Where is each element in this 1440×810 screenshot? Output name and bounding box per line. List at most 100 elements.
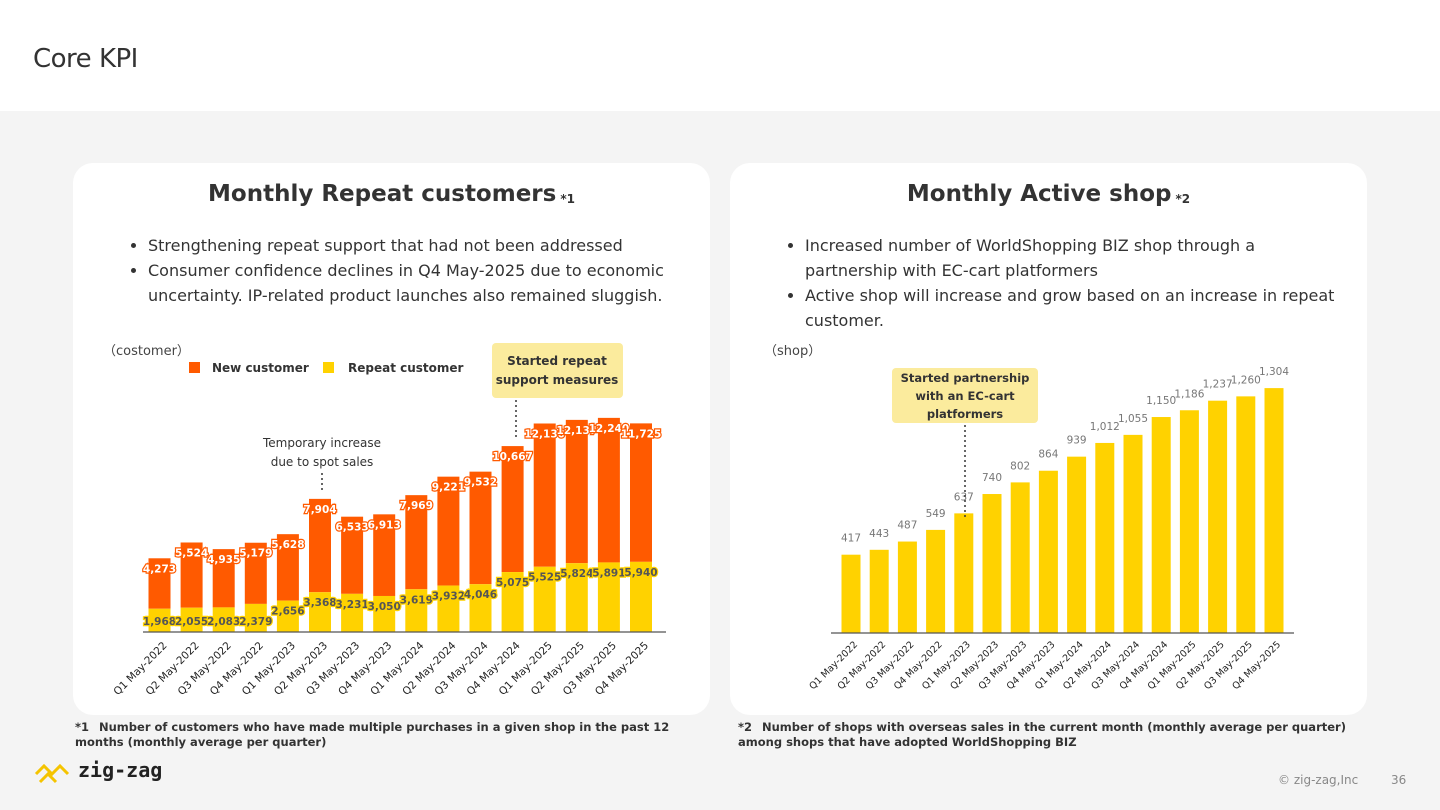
active-shop-card: Monthly Active shop*2 Increased number o… [730, 163, 1367, 715]
bar-10 [1123, 434, 1143, 633]
label-repeat-6: 3,231 [335, 599, 368, 611]
bar-6 [1010, 482, 1030, 633]
bar-7 [1038, 470, 1058, 633]
value-label-10: 1,055 [1118, 413, 1148, 425]
unit-label: （costomer） [103, 344, 190, 359]
callout-text: Started repeat support measures [496, 354, 619, 387]
label-new-13: 12,137 [557, 425, 598, 437]
logo-mark [38, 771, 58, 784]
value-label-4: 637 [954, 491, 974, 503]
card-title-text: Monthly Active shop [906, 181, 1172, 207]
bar-new-13 [565, 419, 588, 564]
bar-repeat-3 [244, 603, 267, 632]
bar-repeat-8 [405, 589, 428, 632]
label-repeat-5: 3,368 [303, 597, 336, 609]
value-label-8: 939 [1067, 435, 1087, 447]
bar-repeat-13 [565, 563, 588, 632]
footnote-1: *1 Number of customers who have made mult… [75, 720, 695, 750]
label-new-5: 7,904 [303, 504, 336, 516]
bar-repeat-11 [501, 572, 524, 632]
bar-new-8 [405, 495, 428, 590]
value-label-12: 1,186 [1174, 388, 1204, 400]
label-new-10: 9,532 [464, 477, 497, 489]
value-label-1: 443 [869, 528, 889, 540]
bar-repeat-0 [148, 608, 171, 632]
tick-label-0: Q1 May-2022 [807, 639, 860, 692]
label-repeat-1: 2,055 [175, 616, 208, 628]
bar-new-3 [244, 542, 267, 604]
value-label-7: 864 [1038, 449, 1058, 461]
label-new-12: 12,130 [524, 428, 565, 440]
footnote-2: *2 Number of shops with overseas sales in… [738, 720, 1358, 750]
bar-3 [926, 529, 946, 633]
repeat-customers-card: Monthly Repeat customers*1 Strengthening… [73, 163, 710, 715]
label-repeat-12: 5,525 [528, 572, 561, 584]
footnote-text: Number of customers who have made multip… [75, 720, 670, 749]
annotation-text: Temporary increase due to spot sales [262, 436, 381, 469]
value-label-5: 740 [982, 472, 1002, 484]
bar-15 [1264, 388, 1284, 633]
value-label-3: 549 [926, 508, 946, 520]
value-label-0: 417 [841, 533, 861, 545]
callout: Started repeat support measures [492, 343, 623, 398]
label-new-2: 4,935 [207, 554, 240, 566]
label-repeat-3: 2,379 [239, 616, 272, 628]
bar-14 [1236, 396, 1256, 633]
label-new-9: 9,221 [432, 482, 465, 494]
bar-new-6 [341, 516, 364, 594]
logo-mark [34, 763, 70, 777]
annotation-line: Temporary increase [262, 436, 381, 450]
label-new-1: 5,524 [175, 547, 208, 559]
label-repeat-0: 1,968 [143, 616, 176, 628]
value-label-11: 1,150 [1146, 395, 1176, 407]
bar-repeat-7 [373, 595, 396, 632]
tick-label-0: Q1 May-2022 [111, 640, 169, 698]
legend-label-new: New customer [212, 361, 309, 375]
bar-1 [869, 549, 889, 633]
legend-swatch-repeat [323, 362, 334, 373]
value-label-14: 1,260 [1231, 374, 1261, 386]
bar-repeat-15 [630, 561, 652, 632]
legend: New customer Repeat customer [189, 361, 464, 375]
label-new-7: 6,913 [368, 519, 401, 531]
bar-4 [954, 513, 974, 633]
bar-new-9 [437, 476, 460, 586]
bullet-item: Active shop will increase and grow based… [805, 283, 1345, 333]
bar-new-0 [148, 558, 171, 609]
bar-13 [1208, 400, 1228, 633]
copyright: © zig-zag,Inc [1278, 773, 1359, 787]
label-repeat-7: 3,050 [368, 601, 401, 613]
value-label-9: 1,012 [1090, 421, 1120, 433]
page-title: Core KPI [33, 44, 138, 74]
active-shop-chart: （shop） Started partnership with an EC-car… [764, 344, 1294, 692]
bar-repeat-2 [212, 607, 235, 632]
page-number: 36 [1391, 773, 1407, 787]
callout-box [892, 368, 1038, 423]
value-label-13: 1,237 [1203, 379, 1233, 391]
bar-repeat-14 [597, 562, 620, 632]
label-new-6: 6,533 [335, 522, 368, 534]
note-mark: *2 [1175, 192, 1191, 206]
callout-line: Started partnership [901, 371, 1030, 385]
callout-line: platformers [927, 407, 1003, 421]
card-title: Monthly Active shop *2 [730, 181, 1367, 207]
bar-repeat-5 [309, 592, 331, 632]
label-repeat-15: 5,940 [624, 567, 657, 579]
bar-new-12 [533, 423, 556, 567]
unit-label: （shop） [764, 344, 821, 359]
value-label-6: 802 [1010, 460, 1030, 472]
value-label-15: 1,304 [1259, 366, 1289, 378]
callout-text: Started partnership with an EC-cart platfo… [901, 371, 1030, 421]
card-title: Monthly Repeat customers *1 [73, 181, 710, 207]
note-mark: *1 [560, 192, 575, 206]
callout-line: with an EC-cart [915, 389, 1015, 403]
bullet-item: Strengthening repeat support that had no… [148, 233, 688, 258]
callout: Started partnership with an EC-cart platfo… [892, 368, 1038, 423]
value-label-2: 487 [897, 520, 917, 532]
label-new-8: 7,969 [400, 500, 433, 512]
label-repeat-11: 5,075 [496, 577, 529, 589]
bar-new-14 [597, 417, 620, 563]
bar-5 [982, 494, 1002, 633]
